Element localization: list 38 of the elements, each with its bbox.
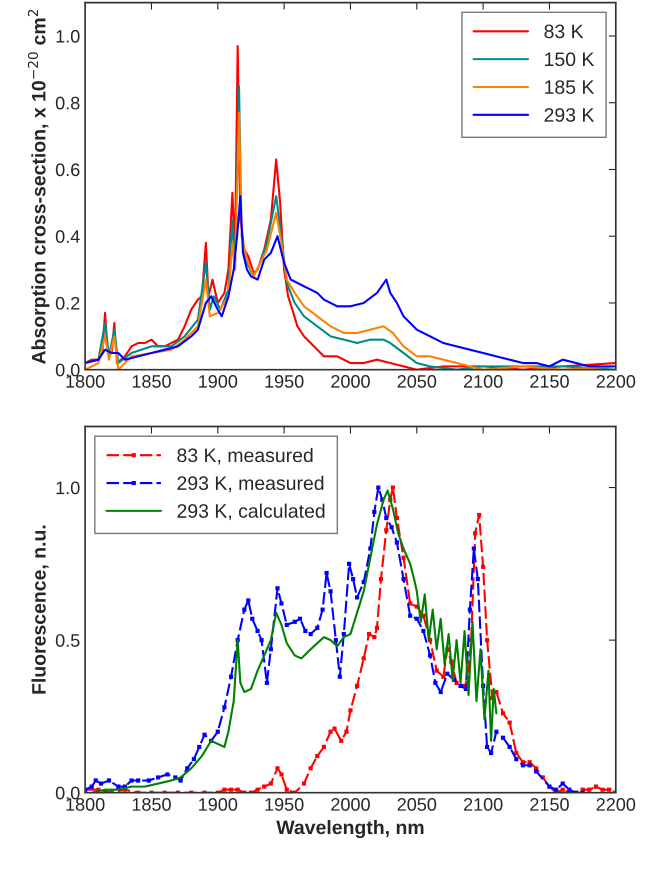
y-axis-title: Absorption cross-section, x 10$^{−20}$ cm$^{2}$ — [28, 10, 50, 364]
x-tick-label: 2050 — [398, 798, 436, 811]
x-tick-label: 1850 — [132, 798, 171, 811]
y-tick-label: 0.0 — [56, 364, 80, 376]
x-tick-label: 2200 — [596, 375, 636, 388]
legend-label: 293 K, measured — [177, 476, 324, 492]
legend-label: 83 K — [544, 24, 584, 38]
y-tick-label: 1.0 — [56, 481, 80, 494]
x-tick-label: 1900 — [199, 798, 238, 811]
x-tick-label: 2100 — [464, 798, 502, 811]
x-tick-label: 1800 — [66, 798, 104, 811]
x-tick-label: 2050 — [398, 375, 436, 388]
x-axis-title: Wavelength, nm — [276, 820, 424, 838]
x-tick-label: 1950 — [265, 798, 304, 811]
y-tick-label: 1.0 — [56, 30, 80, 43]
line-series — [85, 195, 616, 368]
y-tick-label: 0.4 — [56, 230, 80, 243]
x-tick-label: 2000 — [331, 798, 370, 811]
x-tick-label: 2150 — [530, 798, 569, 811]
legend-label: 150 K — [545, 52, 594, 66]
x-tick-label: 1800 — [66, 375, 104, 388]
y-tick-label: 0.6 — [56, 163, 80, 176]
y-tick-label: 0.8 — [56, 96, 80, 110]
x-tick-label: 1900 — [199, 375, 238, 388]
legend-label: 293 K, calculated — [177, 504, 324, 520]
legend-label: 83 K, measured — [177, 448, 313, 464]
y-axis-title: Fluorescence, n.u. — [31, 526, 49, 694]
y-tick-label: 0.2 — [56, 296, 80, 310]
x-tick-label: 2000 — [331, 375, 370, 388]
x-tick-label: 2150 — [530, 375, 569, 388]
y-tick-label: 0.5 — [56, 634, 80, 647]
x-tick-label: 2100 — [464, 375, 502, 388]
x-tick-label: 1950 — [265, 375, 304, 388]
legend-label: 185 K — [545, 80, 594, 94]
x-tick-label: 1850 — [132, 375, 171, 388]
legend-label: 293 K — [544, 108, 594, 122]
y-tick-label: 0.0 — [56, 786, 80, 800]
x-tick-label: 2200 — [596, 798, 636, 811]
